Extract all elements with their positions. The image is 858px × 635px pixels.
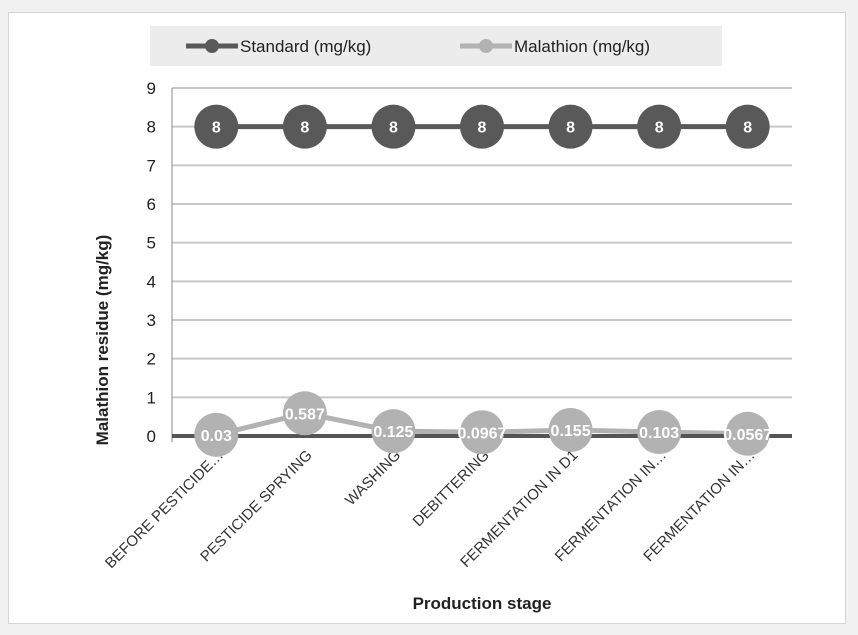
y-tick-label: 5 [147, 234, 156, 253]
x-tick-label: DEBITTERING [410, 447, 493, 530]
series-1-marker [371, 104, 416, 149]
legend-marker-2 [479, 39, 493, 53]
data-label: 8 [389, 120, 398, 137]
x-tick-label: WASHING [342, 447, 404, 509]
data-label: 0.0567 [723, 427, 772, 444]
y-tick-label: 8 [147, 118, 156, 137]
series-2-marker [194, 412, 239, 457]
series-1-marker [637, 104, 682, 149]
y-tick-label: 9 [147, 79, 156, 98]
y-tick-label: 1 [147, 388, 156, 407]
legend-box [150, 26, 722, 66]
series-2-marker [460, 410, 504, 455]
data-label: 8 [655, 120, 664, 137]
data-label: 8 [566, 120, 575, 137]
y-tick-label: 4 [147, 272, 156, 291]
legend-marker-1 [205, 39, 219, 53]
y-axis-title: Malathion residue (mg/kg) [93, 235, 112, 446]
series-1-marker [194, 104, 239, 149]
data-label: 0.125 [373, 424, 413, 441]
series-2-marker [548, 408, 593, 453]
series-1-marker [460, 104, 504, 149]
data-label: 8 [478, 120, 487, 137]
series-1-marker [548, 104, 593, 149]
data-label: 8 [300, 120, 309, 137]
data-label: 0.587 [285, 406, 325, 423]
legend-label-2: Malathion (mg/kg) [514, 37, 650, 56]
series-2-marker [725, 411, 770, 456]
data-label: 8 [743, 120, 752, 137]
y-tick-label: 3 [147, 311, 156, 330]
data-label: 0.03 [201, 428, 232, 445]
series-1-marker [282, 104, 327, 149]
legend-label-1: Standard (mg/kg) [240, 37, 371, 56]
series-2-marker [371, 409, 416, 454]
y-tick-label: 2 [147, 350, 156, 369]
y-tick-label: 6 [147, 195, 156, 214]
y-tick-label: 0 [147, 427, 156, 446]
data-label: 0.103 [639, 425, 679, 442]
chart-frame [8, 12, 846, 624]
data-label: 0.0967 [458, 425, 507, 442]
series-1-marker [725, 104, 770, 149]
y-tick-label: 7 [147, 156, 156, 175]
series-2-marker [637, 410, 682, 455]
series-2-marker [282, 391, 327, 436]
data-label: 0.155 [551, 423, 591, 440]
data-label: 8 [212, 120, 221, 137]
x-axis-title: Production stage [413, 594, 552, 613]
